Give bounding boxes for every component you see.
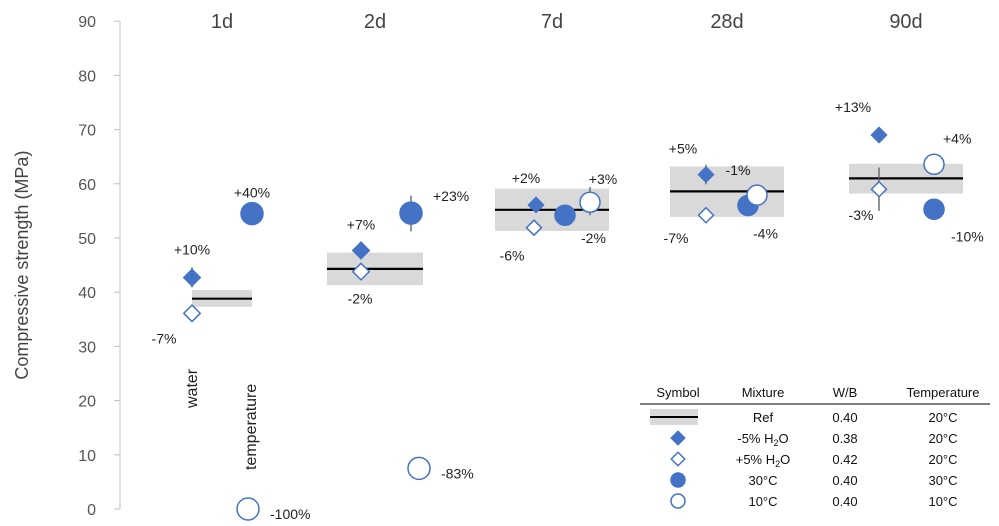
- legend-wb: 0.40: [832, 410, 857, 425]
- legend-header: Temperature: [907, 385, 980, 400]
- age-label: 1d: [211, 11, 233, 33]
- legend-temperature: 30°C: [928, 473, 957, 488]
- data-point: [351, 262, 371, 281]
- legend-wb: 0.40: [832, 473, 857, 488]
- data-point: [746, 184, 768, 206]
- legend-symbol: [670, 472, 686, 488]
- legend-mixture-main: -5% H: [737, 431, 773, 446]
- legend-header: Symbol: [656, 385, 699, 400]
- data-point: [579, 191, 601, 213]
- data-label: -7%: [152, 330, 177, 346]
- legend-mixture-tail: O: [779, 431, 789, 446]
- data-label: +4%: [943, 130, 971, 146]
- data-label: +13%: [835, 99, 871, 115]
- legend-symbol: [670, 493, 686, 509]
- y-tick-label: 10: [78, 448, 96, 465]
- data-label: -2%: [348, 291, 373, 307]
- y-tick-label: 20: [78, 394, 96, 411]
- data-label: +3%: [589, 171, 617, 187]
- age-label: 90d: [889, 11, 922, 33]
- legend-header: Mixture: [742, 385, 785, 400]
- legend-symbol: [670, 451, 686, 467]
- data-point: [923, 153, 945, 176]
- data-point: [697, 166, 715, 184]
- legend-temperature: 20°C: [928, 431, 957, 446]
- legend-wb: 0.42: [832, 452, 857, 467]
- legend-mixture: -5% H2O: [737, 431, 788, 448]
- data-point: [923, 198, 945, 221]
- data-label: -2%: [581, 230, 606, 246]
- legend-mixture: 30°C: [748, 473, 777, 488]
- data-point: [525, 219, 543, 237]
- legend-mixture-main: +5% H: [736, 452, 775, 467]
- data-label: -3%: [849, 207, 874, 223]
- data-label: -83%: [441, 465, 474, 481]
- y-tick-label: 90: [78, 14, 96, 31]
- legend-wb: 0.40: [832, 494, 857, 509]
- legend-symbol: [670, 430, 686, 446]
- data-label: -1%: [726, 162, 751, 178]
- legend-temperature: 20°C: [928, 410, 957, 425]
- legend-mixture-main: 10°C: [748, 494, 777, 509]
- data-label: +40%: [234, 185, 270, 201]
- data-point: [870, 180, 888, 198]
- legend-mixture-main: 30°C: [748, 473, 777, 488]
- age-label: 7d: [541, 11, 563, 33]
- annotation-temperature: temperature: [243, 384, 260, 470]
- legend-mixture-main: Ref: [753, 410, 774, 425]
- legend-mixture-subscript: 2: [773, 438, 778, 448]
- y-axis-title: Compressive strength (MPa): [12, 151, 32, 380]
- data-label: +2%: [512, 170, 540, 186]
- data-label: -6%: [500, 248, 525, 264]
- y-tick-label: 0: [87, 502, 96, 519]
- data-point: [554, 204, 576, 226]
- annotation-water: water: [184, 368, 201, 409]
- data-point: [351, 241, 371, 260]
- data-point: [399, 201, 423, 225]
- data-point: [697, 206, 715, 224]
- age-label: 2d: [364, 11, 386, 33]
- age-label: 28d: [710, 11, 743, 33]
- data-label: +5%: [669, 141, 697, 157]
- y-tick-label: 60: [78, 177, 96, 194]
- data-label: +23%: [433, 188, 469, 204]
- legend-mixture-subscript: 2: [775, 459, 780, 469]
- data-label: -100%: [270, 506, 310, 522]
- legend-wb: 0.38: [832, 431, 857, 446]
- data-point: [240, 201, 264, 226]
- data-label: +7%: [347, 216, 375, 232]
- y-tick-label: 50: [78, 231, 96, 248]
- legend-mixture: +5% H2O: [736, 452, 791, 469]
- y-tick-label: 80: [78, 68, 96, 85]
- data-point: [527, 196, 545, 214]
- legend-temperature: 20°C: [928, 452, 957, 467]
- data-point: [236, 497, 260, 521]
- data-point: [407, 456, 431, 481]
- data-label: +10%: [174, 242, 210, 258]
- data-point: [182, 268, 202, 287]
- legend-mixture-tail: O: [780, 452, 790, 467]
- legend-temperature: 10°C: [928, 494, 957, 509]
- data-point: [870, 126, 888, 144]
- y-tick-label: 70: [78, 123, 96, 140]
- y-tick-label: 30: [78, 339, 96, 356]
- y-tick-label: 40: [78, 285, 96, 302]
- data-label: -10%: [951, 228, 984, 244]
- legend-mixture: Ref: [753, 410, 774, 425]
- legend-header: W/B: [833, 385, 858, 400]
- data-label: -7%: [664, 230, 689, 246]
- data-point: [182, 304, 202, 323]
- data-label: -4%: [753, 225, 778, 241]
- legend-mixture: 10°C: [748, 494, 777, 509]
